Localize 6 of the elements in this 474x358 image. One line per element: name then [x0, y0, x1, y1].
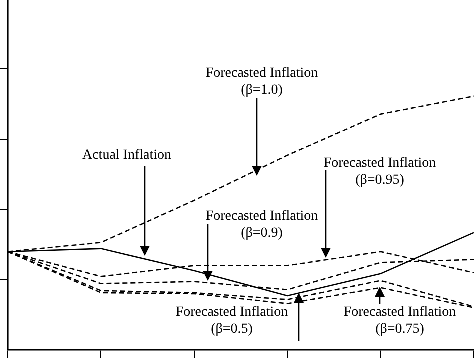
annotation: Forecasted Inflation (β=0.5): [174, 304, 290, 338]
annotation: Forecasted Inflation (β=0.95): [322, 155, 438, 189]
annotation: Actual Inflation: [81, 147, 173, 164]
annotation: Forecasted Inflation (β=1.0): [204, 65, 320, 99]
annotation: Forecasted Inflation (β=0.75): [342, 304, 458, 338]
annotation: Forecasted Inflation (β=0.9): [204, 208, 320, 242]
